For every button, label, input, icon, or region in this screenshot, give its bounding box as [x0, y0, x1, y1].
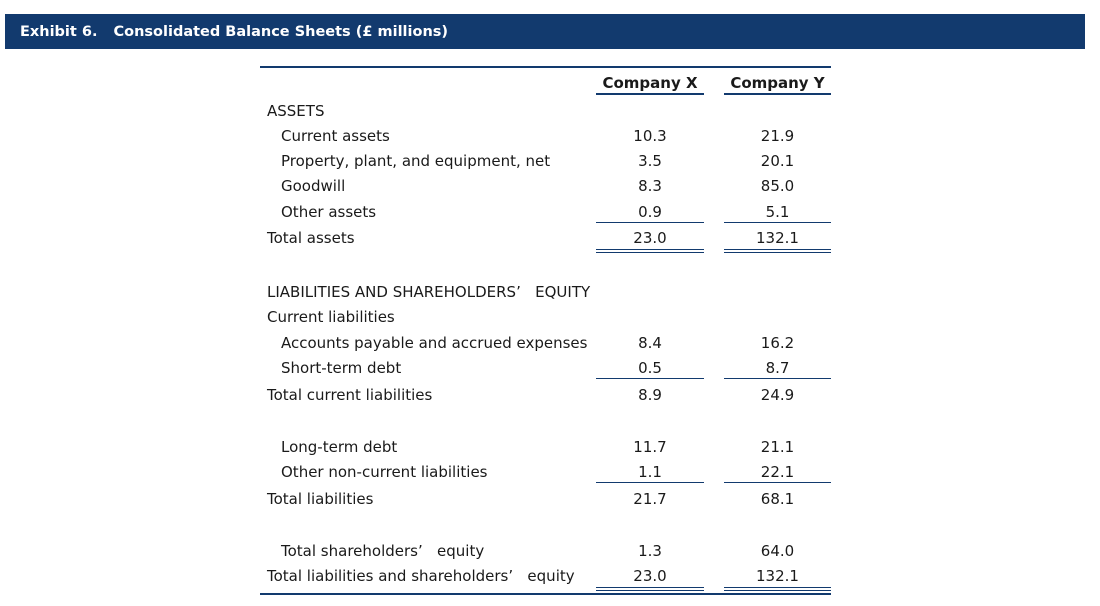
table-row-total-current-liabilities: Total current liabilities 8.9 24.9	[0, 384, 1100, 406]
row-label: Current assets	[281, 127, 390, 145]
table-row-other-non-current-liabilities: Other non-current liabilities 1.1 22.1	[0, 461, 1100, 483]
value-company-y: 85.0	[760, 177, 795, 195]
value-company-y: 8.7	[724, 357, 831, 379]
value-company-x: 3.5	[638, 152, 662, 170]
row-label: Total liabilities	[267, 490, 374, 508]
row-label: Total assets	[267, 229, 355, 247]
column-header-rule-x	[596, 93, 704, 95]
value-company-y: 5.1	[724, 201, 831, 223]
row-label: Total liabilities and shareholders’ equi…	[267, 567, 575, 585]
table-row-total-liabilities: Total liabilities 21.7 68.1	[0, 488, 1100, 510]
row-label: Long-term debt	[281, 438, 398, 456]
table-row-other-assets: Other assets 0.9 5.1	[0, 201, 1100, 223]
subsection-heading-current-liabilities: Current liabilities	[0, 306, 1100, 328]
row-label: ASSETS	[267, 102, 325, 120]
row-label: Property, plant, and equipment, net	[281, 152, 551, 170]
value-company-y: 22.1	[724, 461, 831, 483]
value-company-y: 64.0	[760, 542, 795, 560]
table-row-total-shareholders-equity: Total shareholders’ equity 1.3 64.0	[0, 540, 1100, 562]
table-row-total-assets: Total assets 23.0 132.1	[0, 227, 1100, 253]
exhibit-number: Exhibit 6.	[20, 23, 98, 40]
row-label: Goodwill	[281, 177, 346, 195]
value-company-y: 24.9	[760, 386, 795, 404]
row-label: Current liabilities	[267, 308, 395, 326]
value-company-x: 10.3	[633, 127, 667, 145]
table-row-long-term-debt: Long-term debt 11.7 21.1	[0, 436, 1100, 458]
table-top-rule	[260, 66, 831, 68]
value-company-y: 68.1	[760, 490, 795, 508]
value-company-y: 132.1	[724, 227, 831, 253]
value-company-x: 0.5	[596, 357, 704, 379]
value-company-x: 23.0	[596, 227, 704, 253]
table-row-ppe: Property, plant, and equipment, net 3.5 …	[0, 150, 1100, 172]
table-bottom-rule	[260, 593, 831, 595]
value-company-y: 132.1	[724, 565, 831, 591]
value-company-y: 16.2	[760, 334, 795, 352]
section-heading-liabilities-equity: LIABILITIES AND SHAREHOLDERS’ EQUITY	[0, 281, 1100, 303]
table-row-total-liabilities-and-equity: Total liabilities and shareholders’ equi…	[0, 565, 1100, 591]
value-company-x: 21.7	[633, 490, 667, 508]
value-company-x: 0.9	[596, 201, 704, 223]
row-label: Other assets	[281, 203, 377, 221]
row-label: LIABILITIES AND SHAREHOLDERS’ EQUITY	[267, 283, 591, 301]
row-label: Accounts payable and accrued expenses	[281, 334, 588, 352]
value-company-x: 8.3	[638, 177, 662, 195]
value-company-x: 8.9	[638, 386, 662, 404]
value-company-y: 20.1	[760, 152, 795, 170]
value-company-x: 23.0	[596, 565, 704, 591]
value-company-x: 1.3	[638, 542, 662, 560]
table-row-goodwill: Goodwill 8.3 85.0	[0, 175, 1100, 197]
value-company-y: 21.9	[760, 127, 795, 145]
table-row-short-term-debt: Short-term debt 0.5 8.7	[0, 357, 1100, 379]
exhibit-title: Consolidated Balance Sheets (£ millions)	[113, 23, 449, 40]
row-label: Other non-current liabilities	[281, 463, 488, 481]
value-company-x: 1.1	[596, 461, 704, 483]
section-heading-assets: ASSETS	[0, 100, 1100, 122]
column-header-company-y: Company Y	[730, 74, 825, 92]
column-header-company-x: Company X	[602, 74, 698, 92]
exhibit-header: Exhibit 6. Consolidated Balance Sheets (…	[5, 14, 1085, 49]
table-row-accounts-payable: Accounts payable and accrued expenses 8.…	[0, 332, 1100, 354]
row-label: Short-term debt	[281, 359, 402, 377]
row-label: Total shareholders’ equity	[281, 542, 485, 560]
value-company-x: 11.7	[633, 438, 667, 456]
row-label: Total current liabilities	[267, 386, 433, 404]
column-header-rule-y	[724, 93, 831, 95]
table-row-current-assets: Current assets 10.3 21.9	[0, 125, 1100, 147]
value-company-y: 21.1	[760, 438, 795, 456]
value-company-x: 8.4	[638, 334, 662, 352]
